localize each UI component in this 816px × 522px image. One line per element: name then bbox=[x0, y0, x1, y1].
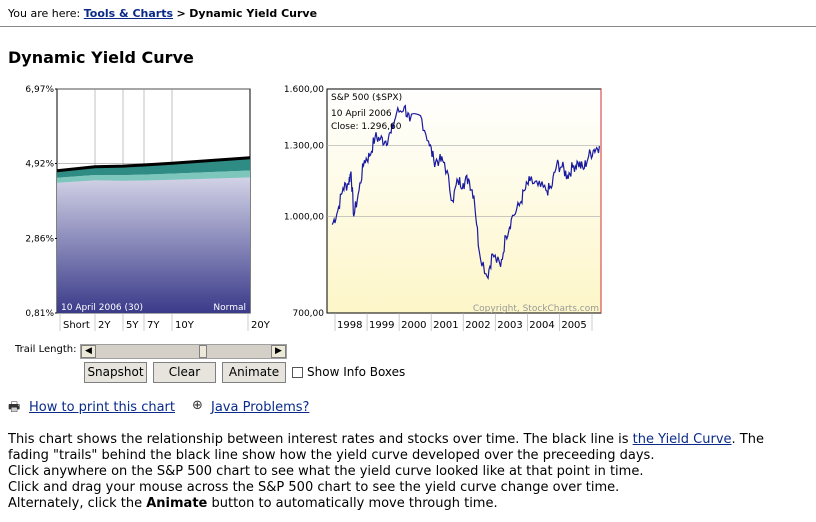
sp500-y-tick-label: 1.000,00 bbox=[284, 212, 324, 222]
description-line-3: Click anywhere on the S&P 500 chart to s… bbox=[8, 464, 644, 479]
trail-length-label: Trail Length: bbox=[15, 344, 77, 355]
slider-right-arrow-icon[interactable]: ▶ bbox=[271, 345, 286, 358]
sp500-plot-area[interactable] bbox=[326, 88, 602, 314]
sp500-price-line bbox=[331, 104, 600, 280]
sp500-y-tick-label: 1.300,00 bbox=[284, 141, 324, 151]
breadcrumb: You are here: Tools & Charts > Dynamic Y… bbox=[8, 7, 317, 20]
yield-y-tick-label: 6,97% bbox=[25, 85, 54, 95]
java-problems-link[interactable]: Java Problems? bbox=[211, 400, 310, 415]
sp500-close-label: Close: 1.296,60 bbox=[331, 122, 402, 132]
sp500-chart[interactable]: 1.600,00 1.300,00 1.000,00 700,00 1998 1999 2… bbox=[276, 84, 606, 336]
yield-x-tick-label: 10Y bbox=[175, 320, 195, 331]
slider-left-arrow-icon[interactable]: ◀ bbox=[81, 345, 96, 358]
clear-button[interactable]: Clear bbox=[153, 362, 216, 383]
sp500-date-label: 10 April 2006 bbox=[331, 109, 392, 119]
animate-button[interactable]: Animate bbox=[222, 362, 286, 383]
description-line-1: This chart shows the relationship betwee… bbox=[8, 432, 764, 447]
description-line-4: Click and drag your mouse across the S&P… bbox=[8, 480, 620, 495]
header-divider bbox=[0, 26, 816, 27]
sp500-x-tick-label: 2002 bbox=[465, 320, 490, 331]
sp500-x-tick-label: 2001 bbox=[433, 320, 458, 331]
yield-date-label: 10 April 2006 (30) bbox=[61, 303, 143, 313]
yield-x-tick-label: Short bbox=[63, 320, 90, 331]
yield-x-tick-label: 7Y bbox=[147, 320, 160, 331]
page-title: Dynamic Yield Curve bbox=[8, 48, 194, 67]
printer-icon: 🖶 bbox=[8, 400, 21, 415]
yield-y-tick-label: 0,81% bbox=[25, 309, 54, 319]
sp500-x-tick-label: 1998 bbox=[337, 320, 362, 331]
sp500-x-tick-label: 2004 bbox=[529, 320, 554, 331]
yield-curve-line bbox=[56, 156, 251, 173]
yield-y-tick-label: 2,86% bbox=[25, 234, 54, 244]
sp500-copyright: Copyright, StockCharts.com bbox=[473, 304, 599, 314]
breadcrumb-prefix: You are here: bbox=[8, 7, 81, 20]
yield-trail-band-light bbox=[57, 170, 250, 183]
sp500-x-tick-label: 2003 bbox=[497, 320, 522, 331]
sp500-y-tick-label: 700,00 bbox=[293, 309, 325, 319]
breadcrumb-current: Dynamic Yield Curve bbox=[189, 7, 318, 20]
yield-x-tick-label: 5Y bbox=[126, 320, 139, 331]
yield-trail-band bbox=[57, 157, 250, 178]
snapshot-button[interactable]: Snapshot bbox=[84, 362, 147, 383]
yield-x-tick-label: 20Y bbox=[251, 320, 271, 331]
slider-thumb[interactable] bbox=[199, 345, 207, 358]
sp500-y-tick-label: 1.600,00 bbox=[284, 85, 324, 95]
sp500-x-tick-label: 2000 bbox=[401, 320, 426, 331]
breadcrumb-separator: > bbox=[176, 7, 186, 20]
yield-y-tick-label: 4,92% bbox=[25, 160, 54, 170]
yield-status-label: Normal bbox=[213, 303, 246, 313]
description-line-5: Alternately, click the Animate button to… bbox=[8, 496, 498, 511]
description-line-2: fading "trails" behind the black line sh… bbox=[8, 448, 655, 463]
sp500-x-tick-label: 2005 bbox=[561, 320, 586, 331]
show-info-boxes-label: Show Info Boxes bbox=[307, 365, 406, 379]
sp500-title: S&P 500 ($SPX) bbox=[331, 93, 402, 103]
description: This chart shows the relationship betwee… bbox=[8, 432, 808, 512]
breadcrumb-link-tools[interactable]: Tools & Charts bbox=[83, 7, 174, 20]
yield-area-fill bbox=[57, 157, 250, 313]
java-plus-icon: ⊕ bbox=[192, 398, 203, 413]
yield-x-tick-label: 2Y bbox=[98, 320, 111, 331]
sp500-x-tick-label: 1999 bbox=[369, 320, 394, 331]
print-chart-link[interactable]: How to print this chart bbox=[29, 400, 176, 415]
show-info-boxes-checkbox[interactable] bbox=[292, 367, 303, 378]
yield-curve-link[interactable]: the Yield Curve bbox=[632, 432, 732, 447]
trail-length-slider[interactable]: ◀ ▶ bbox=[80, 344, 287, 359]
yield-curve-chart[interactable]: 6,97% 4,92% 2,86% 0,81% Short 2Y 5Y 7Y 10Y 20Y 1… bbox=[0, 84, 276, 336]
